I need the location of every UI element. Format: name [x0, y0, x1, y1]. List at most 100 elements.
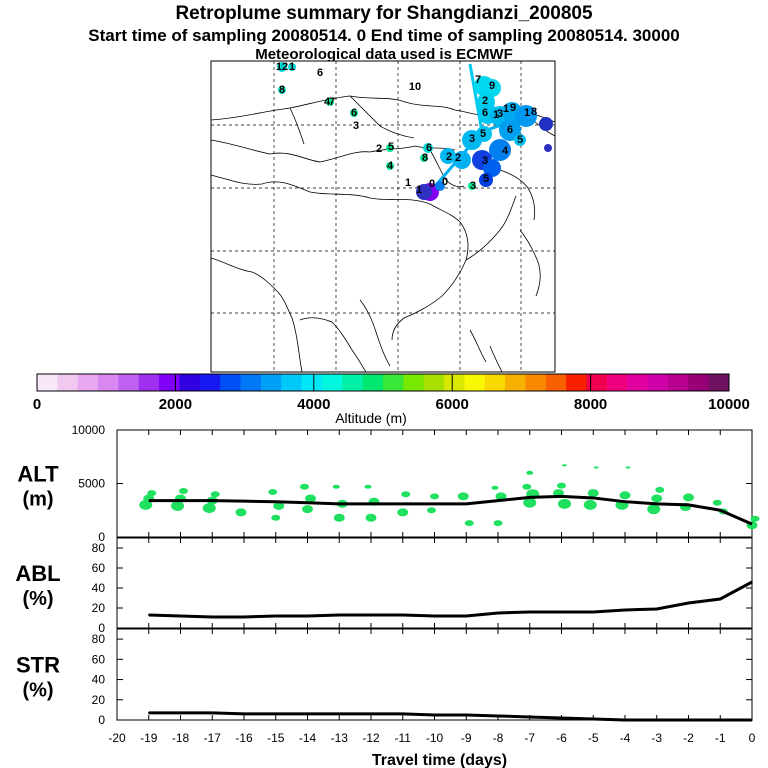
map-trajectory-label: 8	[422, 152, 428, 164]
colorbar-cell	[37, 374, 58, 391]
map-trajectory-label: 4	[502, 145, 509, 157]
plume-cluster	[423, 143, 433, 153]
map-trajectory-label: 10	[409, 81, 421, 93]
map-trajectory-label: 2	[455, 152, 461, 164]
colorbar-cell	[688, 374, 710, 391]
map-trajectory-label: 1	[405, 177, 411, 189]
plume-altitude-point	[401, 491, 411, 498]
map-trajectory-label: 3	[482, 155, 488, 167]
y-tick-label: 40	[92, 673, 106, 687]
plume-altitude-point	[427, 507, 436, 514]
plume-altitude-point	[271, 514, 281, 521]
data-point	[528, 611, 531, 613]
plume-altitude-point	[302, 505, 313, 514]
plume-altitude-point	[179, 487, 188, 494]
plume-cluster	[435, 181, 445, 191]
colorbar-cell	[444, 374, 465, 391]
x-tick-label: 0	[749, 731, 756, 745]
map-trajectory-label: 9	[489, 80, 495, 92]
x-tick-label: -3	[651, 731, 662, 745]
colorbar-cell	[342, 374, 364, 391]
x-tick-label: -14	[299, 731, 317, 745]
colorbar-tick-label: 6000	[436, 396, 469, 413]
y-tick-label: 40	[92, 581, 106, 595]
data-point	[370, 614, 372, 616]
x-tick-label: -8	[493, 731, 504, 745]
plume-cluster	[483, 79, 501, 97]
panel-yunit: (m)	[22, 489, 53, 511]
data-point	[719, 598, 722, 600]
colorbar-cell	[525, 374, 547, 391]
map-trajectory-label: 1	[289, 61, 295, 73]
plume-altitude-point	[558, 498, 571, 509]
plume-altitude-point	[647, 504, 661, 515]
plume-altitude-point	[147, 490, 157, 497]
data-point	[560, 717, 563, 719]
plume-altitude-point	[305, 494, 316, 503]
y-tick-label: 20	[92, 693, 106, 707]
mean-altitude-line	[148, 494, 753, 526]
colorbar-tick-label: 0	[33, 396, 41, 413]
map-trajectory-label: 1	[416, 184, 422, 196]
x-tick-label: -15	[267, 731, 285, 745]
plume-altitude-point	[202, 503, 216, 514]
map-trajectory-label: 3	[497, 108, 503, 120]
panel-yunit: (%)	[22, 588, 53, 610]
plume-altitude-point	[587, 489, 599, 498]
colorbar-cell	[98, 374, 119, 391]
panel-ylabel: ALT	[17, 462, 59, 487]
colorbar-cell	[159, 374, 180, 391]
plume-cluster	[539, 117, 553, 131]
colorbar-tick-label: 2000	[159, 396, 192, 413]
map-trajectory-label: 5	[483, 173, 489, 185]
map-trajectory-label: 8	[279, 84, 285, 96]
data-point	[751, 719, 753, 721]
plume-altitude-point	[583, 499, 597, 510]
data-point	[401, 713, 404, 715]
panel-frame	[116, 628, 753, 721]
plume-cluster	[326, 98, 334, 106]
plume-altitude-point	[750, 515, 760, 522]
plume-cluster	[489, 139, 511, 161]
map-trajectory-label: 2	[482, 95, 488, 107]
data-point	[592, 611, 595, 613]
plume-cluster	[350, 109, 358, 117]
colorbar-tick-label: 8000	[574, 396, 607, 413]
map-trajectory-label: 3	[353, 120, 359, 132]
colorbar-cell	[118, 374, 140, 391]
y-tick-label: 80	[92, 541, 106, 555]
x-tick-label: -1	[715, 731, 726, 745]
data-point	[497, 715, 499, 717]
colorbar-cell	[321, 374, 343, 391]
data-point	[560, 611, 563, 613]
plume-altitude-point	[557, 482, 566, 489]
map-trajectory-label: 6	[426, 142, 432, 154]
data-point	[655, 719, 658, 721]
data-point	[719, 719, 722, 721]
map-trajectory-label: 1	[524, 107, 530, 119]
plume-altitude-point	[712, 499, 722, 506]
panel-ylabel: ABL	[15, 561, 60, 586]
y-tick-label: 0	[98, 713, 105, 727]
y-tick-label: 10000	[72, 423, 106, 437]
data-point	[655, 608, 658, 610]
colorbar-cells	[37, 374, 730, 391]
plume-altitude-point	[495, 492, 507, 501]
plume-altitude-point	[493, 520, 503, 527]
plume-cluster	[483, 159, 501, 177]
plume-path	[468, 63, 484, 133]
colorbar-cell	[179, 374, 201, 391]
plume-cluster	[453, 151, 471, 169]
plume-cluster	[499, 119, 521, 141]
panel-ylabel: STR	[16, 653, 60, 678]
data-point	[211, 616, 214, 618]
map-trajectory-label: 4	[324, 96, 331, 108]
plume-altitude-point	[526, 470, 534, 475]
plume-altitude-point	[210, 491, 220, 498]
altitude-colorbar: 0 2000 4000 6000 8000 10000 Altitude (m)	[33, 373, 750, 426]
chart-title: Retroplume summary for Shangdianzi_20080…	[175, 3, 593, 24]
colorbar-tick-label: 10000	[708, 396, 750, 413]
colorbar-tick-label: 4000	[297, 396, 330, 413]
x-tick-label: -2	[683, 731, 694, 745]
